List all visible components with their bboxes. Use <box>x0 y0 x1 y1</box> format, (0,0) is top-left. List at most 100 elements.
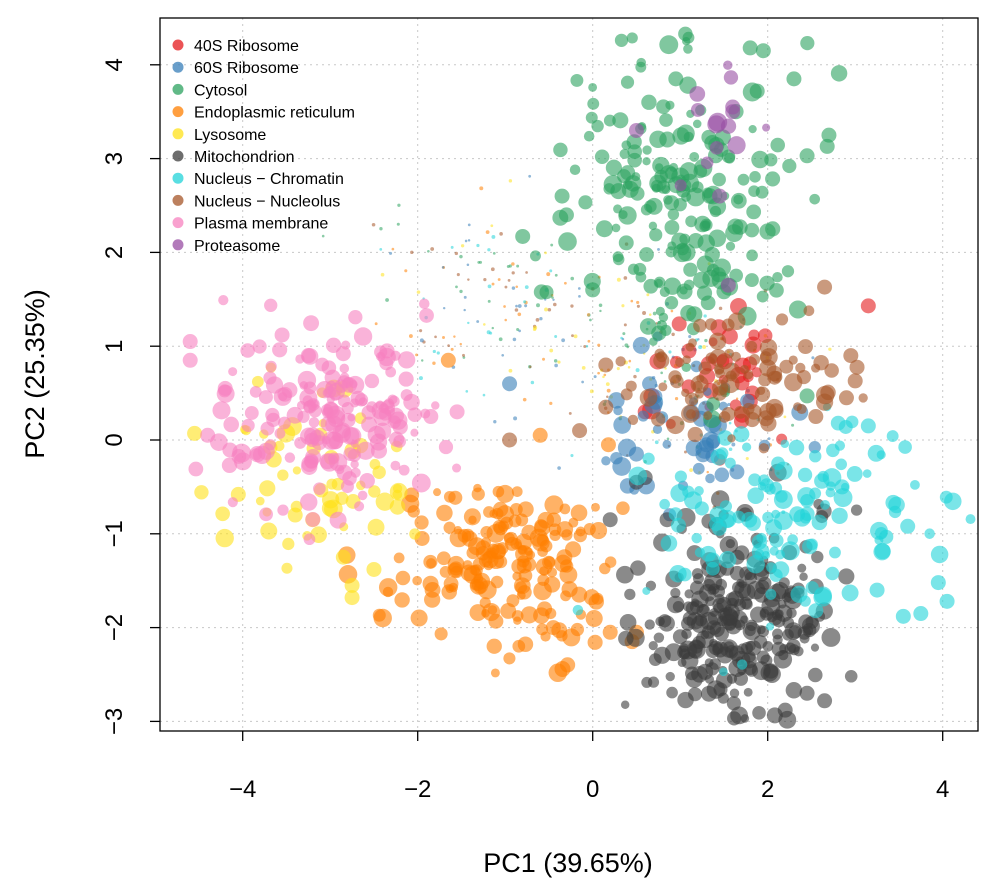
point-nucleus-chromatin <box>737 659 748 670</box>
unlabeled-point <box>528 174 532 178</box>
point-nucleus-chromatin <box>800 512 812 524</box>
point-nucleus-nucleolus <box>824 363 839 378</box>
point-lysosome <box>281 562 293 574</box>
unlabeled-point <box>391 247 395 251</box>
point-nucleus-chromatin <box>659 498 670 510</box>
unlabeled-point <box>727 402 731 407</box>
unlabeled-point <box>380 272 385 277</box>
point-nucleus-nucleolus <box>775 313 789 326</box>
point-nucleus-nucleolus <box>756 386 766 395</box>
point-cytosol <box>679 162 698 181</box>
point-plasma-membrane <box>348 310 363 325</box>
unlabeled-point <box>487 284 492 289</box>
point-cytosol <box>553 142 568 158</box>
point-mitochondrion <box>723 618 737 631</box>
point-endoplasmic-reticulum <box>536 623 549 636</box>
point-mitochondrion <box>756 650 770 664</box>
point-cytosol <box>664 219 680 235</box>
unlabeled-point <box>616 277 621 282</box>
unlabeled-point <box>493 420 497 424</box>
unlabeled-point <box>627 365 631 369</box>
point-nucleus-nucleolus <box>746 340 758 352</box>
unlabeled-point <box>374 322 378 326</box>
point-cytosol <box>800 36 815 51</box>
point-plasma-membrane <box>264 298 278 312</box>
unlabeled-point <box>498 337 503 342</box>
point-plasma-membrane <box>319 453 336 470</box>
unlabeled-point <box>460 244 465 248</box>
point-plasma-membrane <box>217 380 233 396</box>
legend-label: Nucleus − Nucleolus <box>194 193 340 210</box>
point-proteasome <box>725 99 741 115</box>
point-mitochondrion <box>746 580 766 600</box>
point-cytosol <box>689 151 700 162</box>
unlabeled-point <box>512 337 517 342</box>
point-endoplasmic-reticulum <box>373 608 392 628</box>
point-cytosol <box>678 26 693 42</box>
point-nucleus-chromatin <box>825 566 840 581</box>
unlabeled-point <box>447 344 450 347</box>
point-60s-ribosome <box>502 376 518 392</box>
point-endoplasmic-reticulum <box>503 652 516 665</box>
unlabeled-point <box>557 466 561 470</box>
point-mitochondrion <box>691 568 704 580</box>
point-mitochondrion <box>799 572 808 582</box>
point-mitochondrion <box>712 597 728 613</box>
unlabeled-point <box>811 356 815 360</box>
unlabeled-point <box>570 453 574 458</box>
point-nucleus-nucleolus <box>625 380 637 392</box>
point-endoplasmic-reticulum <box>492 485 505 498</box>
point-endoplasmic-reticulum <box>537 511 555 529</box>
point-nucleus-chromatin <box>834 479 850 495</box>
unlabeled-point <box>583 344 587 348</box>
point-mitochondrion <box>619 614 637 631</box>
point-nucleus-chromatin <box>747 487 765 504</box>
point-mitochondrion <box>719 535 739 555</box>
point-plasma-membrane <box>350 460 359 469</box>
point-cytosol <box>529 250 541 262</box>
x-axis-title: PC1 (39.65%) <box>483 848 653 878</box>
unlabeled-point <box>432 349 436 354</box>
point-endoplasmic-reticulum <box>479 597 491 609</box>
point-mitochondrion <box>745 640 762 656</box>
point-plasma-membrane <box>438 439 454 455</box>
point-mitochondrion <box>729 688 740 699</box>
unlabeled-point <box>430 247 435 251</box>
unlabeled-point <box>450 347 454 351</box>
unlabeled-point <box>511 271 515 275</box>
point-plasma-membrane <box>272 342 288 358</box>
point-lysosome <box>335 549 351 565</box>
legend-marker <box>172 172 184 184</box>
point-mitochondrion <box>648 641 658 651</box>
point-cytosol <box>649 337 658 346</box>
point-lysosome <box>215 528 234 548</box>
unlabeled-point <box>670 309 674 313</box>
unlabeled-point <box>597 371 600 375</box>
point-nucleus-chromatin <box>765 588 777 600</box>
point-cytosol <box>620 165 636 181</box>
point-endoplasmic-reticulum <box>468 515 477 525</box>
unlabeled-point <box>442 336 445 339</box>
point-mitochondrion <box>666 686 678 699</box>
point-endoplasmic-reticulum <box>414 515 429 530</box>
unlabeled-point <box>573 334 578 339</box>
unlabeled-point <box>578 294 581 298</box>
point-mitochondrion <box>684 589 694 599</box>
point-endoplasmic-reticulum <box>426 558 437 569</box>
point-lysosome <box>409 528 421 540</box>
point-mitochondrion <box>799 685 815 701</box>
point-endoplasmic-reticulum <box>492 501 509 517</box>
point-plasma-membrane <box>322 407 334 419</box>
point-plasma-membrane <box>340 412 356 428</box>
point-nucleus-chromatin <box>820 499 830 510</box>
point-60s-ribosome <box>729 464 745 480</box>
unlabeled-point <box>515 285 519 289</box>
point-cytosol <box>755 43 771 59</box>
point-nucleus-nucleolus <box>758 443 769 454</box>
unlabeled-point <box>503 305 506 308</box>
point-nucleus-chromatin <box>705 552 721 568</box>
unlabeled-point <box>636 300 640 304</box>
point-plasma-membrane <box>297 370 317 390</box>
unlabeled-point <box>434 335 437 339</box>
point-nucleus-chromatin <box>895 608 911 624</box>
